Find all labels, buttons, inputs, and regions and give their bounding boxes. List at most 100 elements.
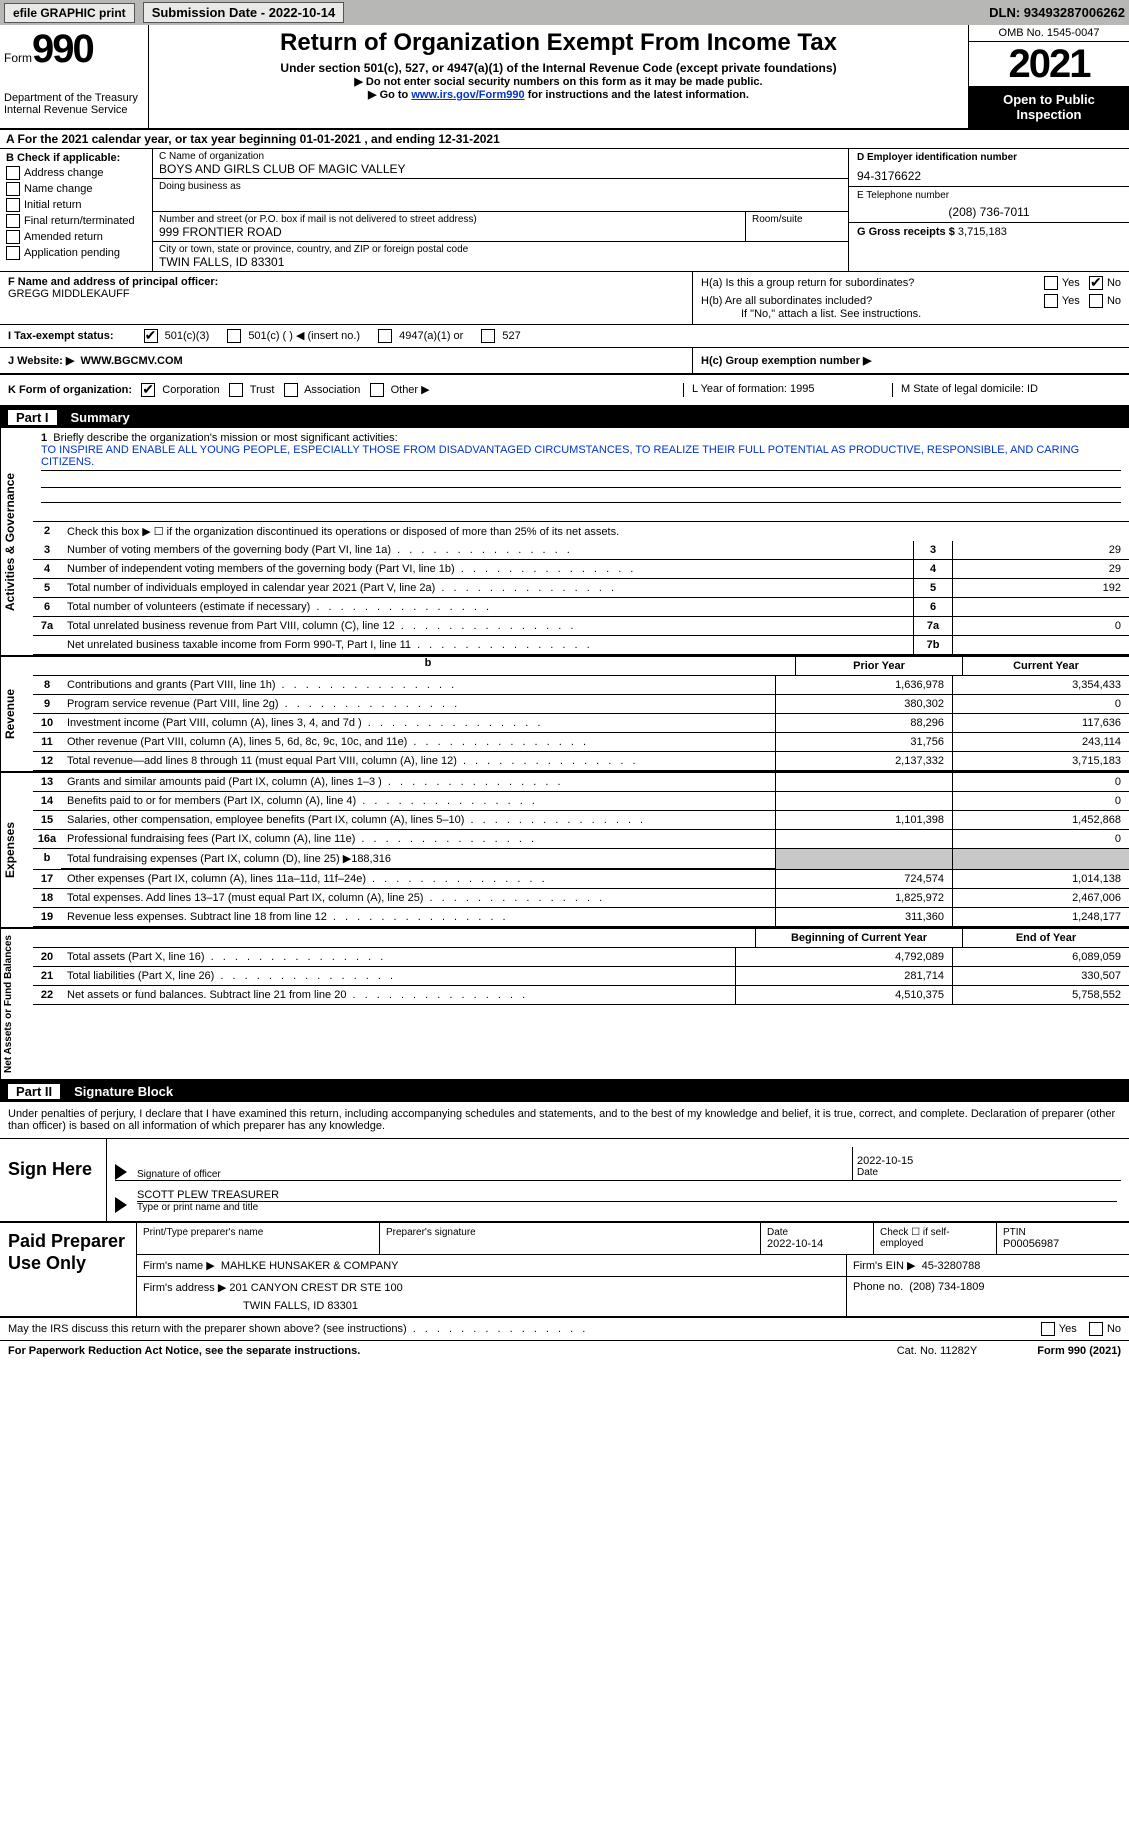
vtab-revenue: Revenue [0,657,33,771]
firm-addr-value-2: TWIN FALLS, ID 83301 [143,1300,840,1312]
org-name-value: BOYS AND GIRLS CLUB OF MAGIC VALLEY [159,162,842,176]
form-subtitle-1: Under section 501(c), 527, or 4947(a)(1)… [159,61,958,75]
chk-final-return[interactable]: Final return/terminated [6,214,146,228]
prep-selfemp-label: Check ☐ if self-employed [880,1227,990,1249]
irs-link[interactable]: www.irs.gov/Form990 [411,89,524,101]
chk-initial-return[interactable]: Initial return [6,198,146,212]
lbl-501c: 501(c) ( ) ◀ (insert no.) [248,330,360,342]
form-subtitle-2: ▶ Do not enter social security numbers o… [159,75,958,88]
part2-header: Part II Signature Block [0,1081,1129,1102]
chk-assoc[interactable] [284,383,298,397]
tel-label: E Telephone number [857,190,1121,201]
chk-other[interactable] [370,383,384,397]
chk-527[interactable] [481,329,495,343]
prep-date-value: 2022-10-14 [767,1238,867,1250]
gross-label: G Gross receipts $ [857,226,955,238]
form-title: Return of Organization Exempt From Incom… [159,29,958,57]
col-b-header: B Check if applicable: [6,152,146,164]
summary-row: 11 Other revenue (Part VIII, column (A),… [33,733,1129,752]
chk-amended[interactable]: Amended return [6,230,146,244]
omb-number: OMB No. 1545-0047 [969,25,1129,42]
sign-here-label: Sign Here [0,1139,107,1221]
street-label: Number and street (or P.O. box if mail i… [159,214,739,225]
firm-tel-value: (208) 734-1809 [909,1281,984,1293]
goto-post: for instructions and the latest informat… [525,89,749,101]
summary-row: b Total fundraising expenses (Part IX, c… [33,849,1129,870]
summary-row: 9 Program service revenue (Part VIII, li… [33,695,1129,714]
ha-no-checkbox[interactable] [1089,276,1103,290]
officer-label: F Name and address of principal officer: [8,276,684,288]
hb-yes-checkbox[interactable] [1044,294,1058,308]
mission-label: Briefly describe the organization's miss… [53,432,397,444]
firm-addr-value-1: 201 CANYON CREST DR STE 100 [229,1282,402,1294]
penalty-declaration: Under penalties of perjury, I declare th… [0,1102,1129,1139]
summary-row: 8 Contributions and grants (Part VIII, l… [33,676,1129,695]
summary-row: 18 Total expenses. Add lines 13–17 (must… [33,889,1129,908]
sig-name-label: Type or print name and title [137,1202,1117,1213]
hb-no-checkbox[interactable] [1089,294,1103,308]
summary-row: 6 Total number of volunteers (estimate i… [33,598,1129,617]
cat-no: Cat. No. 11282Y [897,1345,978,1357]
chk-4947[interactable] [378,329,392,343]
chk-app-pending[interactable]: Application pending [6,246,146,260]
city-value: TWIN FALLS, ID 83301 [159,255,842,269]
gross-value: 3,715,183 [958,226,1007,238]
chk-address-change[interactable]: Address change [6,166,146,180]
website-value: WWW.BGCMV.COM [80,355,182,367]
year-formation: L Year of formation: 1995 [683,383,892,397]
ptin-label: PTIN [1003,1227,1123,1238]
firm-addr-label: Firm's address ▶ [143,1282,226,1294]
firm-ein-value: 45-3280788 [922,1260,981,1272]
hdr-prior-year: Prior Year [795,657,962,675]
dept-treasury: Department of the Treasury [4,92,144,104]
officer-name: GREGG MIDDLEKAUFF [8,288,684,300]
ha-yes-label: Yes [1062,277,1080,289]
city-label: City or town, state or province, country… [159,244,842,255]
summary-row: 5 Total number of individuals employed i… [33,579,1129,598]
part1-number: Part I [8,410,57,425]
goto-pre: ▶ Go to [368,89,411,101]
chk-corp[interactable] [141,383,155,397]
line-2-desc: Check this box ▶ ☐ if the organization d… [61,522,1129,541]
prep-date-label: Date [767,1227,867,1238]
ha-no-label: No [1107,277,1121,289]
submission-date-label: Submission Date - 2022-10-14 [143,2,345,23]
top-toolbar: efile GRAPHIC print Submission Date - 20… [0,0,1129,25]
street-value: 999 FRONTIER ROAD [159,225,739,239]
firm-tel-label: Phone no. [853,1281,903,1293]
row-a-tax-year: A For the 2021 calendar year, or tax yea… [0,130,1129,149]
chk-501c3[interactable] [144,329,158,343]
mission-text: TO INSPIRE AND ENABLE ALL YOUNG PEOPLE, … [41,444,1121,471]
may-no-checkbox[interactable] [1089,1322,1103,1336]
may-discuss-question: May the IRS discuss this return with the… [8,1323,588,1335]
part1-title: Summary [71,410,130,425]
sign-arrow-icon [115,1164,127,1180]
ein-label: D Employer identification number [857,152,1121,163]
prep-name-label: Print/Type preparer's name [143,1227,373,1238]
blank-line-1 [41,473,1121,488]
firm-name-label: Firm's name ▶ [143,1260,215,1272]
summary-row: 13 Grants and similar amounts paid (Part… [33,773,1129,792]
ha-yes-checkbox[interactable] [1044,276,1058,290]
chk-trust[interactable] [229,383,243,397]
k-label: K Form of organization: [8,384,132,396]
lbl-501c3: 501(c)(3) [165,330,210,342]
sign-arrow-icon-2 [115,1197,127,1213]
summary-row: 7a Total unrelated business revenue from… [33,617,1129,636]
summary-row: 14 Benefits paid to or for members (Part… [33,792,1129,811]
chk-name-change[interactable]: Name change [6,182,146,196]
chk-501c[interactable] [227,329,241,343]
part1-header: Part I Summary [0,407,1129,428]
may-yes-checkbox[interactable] [1041,1322,1055,1336]
dln-label: DLN: 93493287006262 [989,5,1125,20]
efile-print-button[interactable]: efile GRAPHIC print [4,3,135,23]
may-no-label: No [1107,1323,1121,1335]
paperwork-notice: For Paperwork Reduction Act Notice, see … [8,1345,897,1357]
dba-label: Doing business as [159,181,842,192]
hdr-end-year: End of Year [962,929,1129,947]
summary-row: 10 Investment income (Part VIII, column … [33,714,1129,733]
summary-row: 4 Number of independent voting members o… [33,560,1129,579]
tel-value: (208) 736-7011 [857,205,1121,219]
open-public-inspection: Open to Public Inspection [969,86,1129,128]
form-label: Form [4,51,32,65]
